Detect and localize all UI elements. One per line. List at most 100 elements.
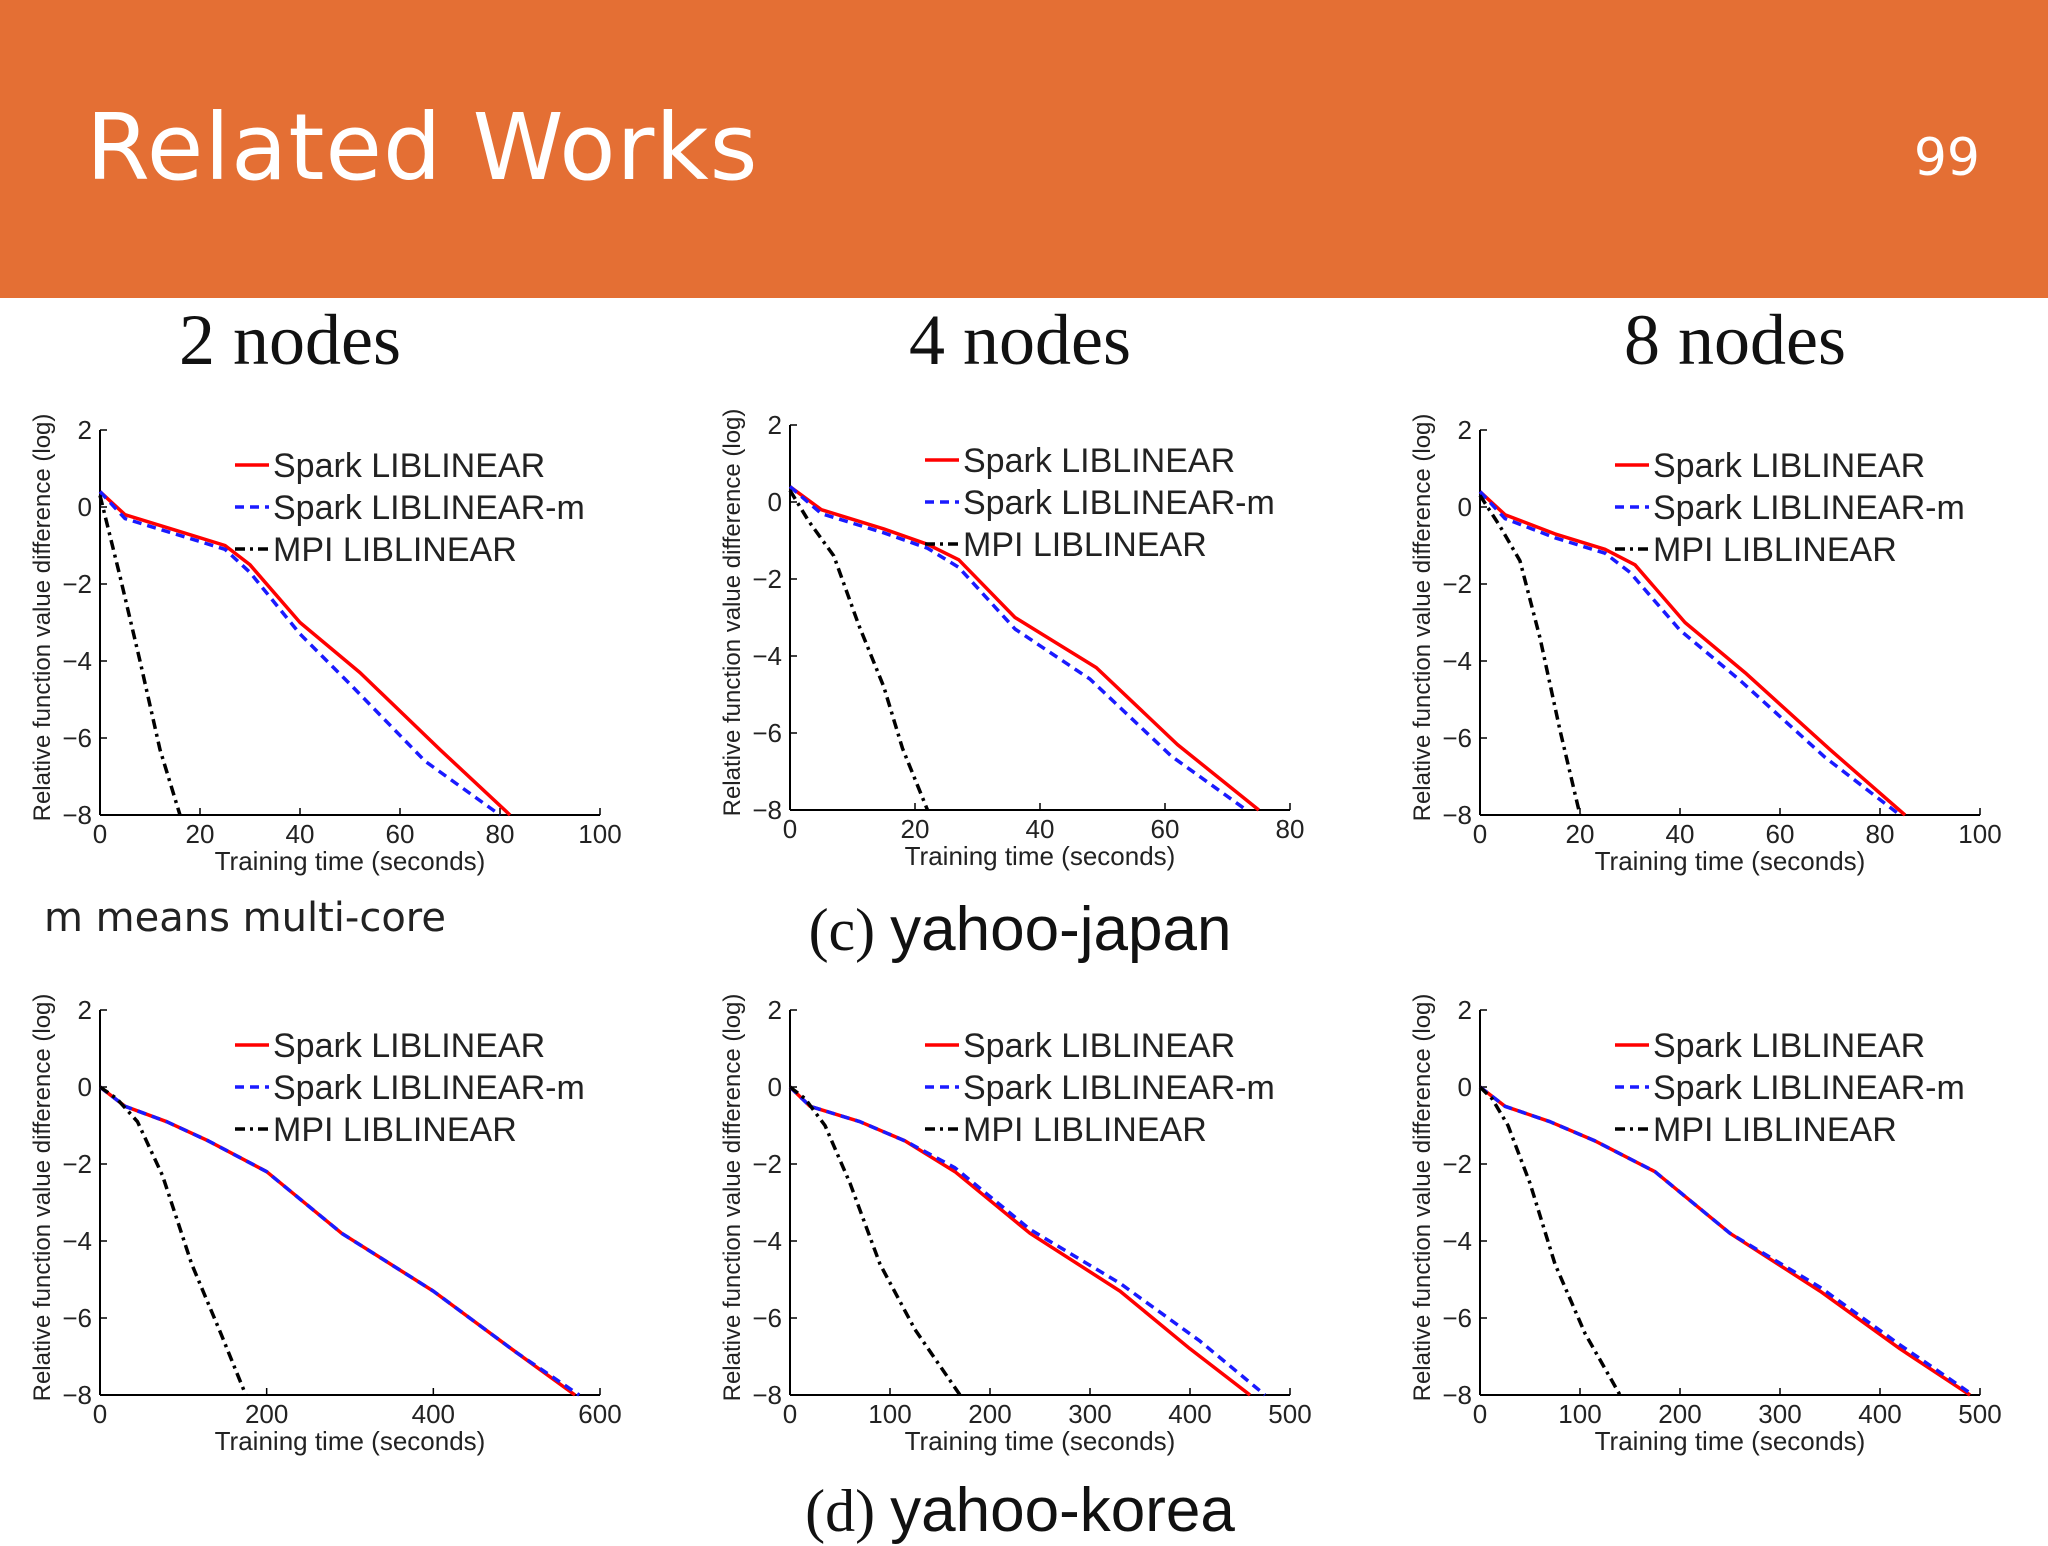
chart-yahoo-korea-8-nodes: 0 100 200 300 400 500 −8 −6 −4 −2 0 2 Training time … (1409, 994, 2002, 1456)
caption-label: (c) (808, 897, 876, 963)
legend-label: Spark LIBLINEAR (273, 447, 545, 485)
x-tick-label: 60 (386, 819, 415, 849)
series-line-3 (788, 1085, 962, 1396)
y-tick-label: −6 (62, 723, 92, 753)
x-tick-label: 100 (1958, 819, 2001, 849)
legend-label: Spark LIBLINEAR (1653, 1027, 1925, 1065)
x-axis-label: Training time (seconds) (905, 841, 1176, 871)
y-tick-label: −8 (752, 1380, 782, 1410)
series-line-3 (98, 494, 182, 816)
x-tick-label: 200 (968, 1399, 1011, 1429)
title-bar: Related Works 99 (0, 0, 2048, 298)
x-tick-label: 0 (93, 819, 107, 849)
y-tick-label: −6 (1442, 723, 1472, 753)
y-axis-label: Relative function value difference (log) (719, 994, 746, 1402)
y-axis-label: Relative function value difference (log) (719, 409, 746, 817)
x-tick-label: 0 (783, 1399, 797, 1429)
y-tick-label: −4 (752, 641, 782, 671)
x-axis-label: Training time (seconds) (215, 846, 486, 876)
column-title-8-nodes: 8 nodes (1624, 300, 1846, 380)
legend-label: Spark LIBLINEAR-m (963, 1069, 1275, 1107)
x-tick-label: 400 (1858, 1399, 1901, 1429)
x-axis-label: Training time (seconds) (905, 1426, 1176, 1456)
y-tick-label: 0 (768, 487, 782, 517)
y-axis-label: Relative function value difference (log) (1409, 994, 1436, 1402)
y-tick-label: −6 (62, 1303, 92, 1333)
y-tick-label: −8 (1442, 1380, 1472, 1410)
x-tick-label: 300 (1068, 1399, 1111, 1429)
y-tick-label: −2 (62, 569, 92, 599)
series-line-2 (788, 1085, 1267, 1397)
y-tick-label: −6 (1442, 1303, 1472, 1333)
caption-dataset-name: yahoo-japan (890, 895, 1232, 964)
y-axis-label: Relative function value difference (log) (29, 414, 56, 822)
legend-label: Spark LIBLINEAR (1653, 447, 1925, 485)
series-line-3 (1478, 1085, 1622, 1396)
series-line-3 (788, 489, 930, 811)
x-tick-label: 40 (286, 819, 315, 849)
y-tick-label: −6 (752, 718, 782, 748)
x-axis-label: Training time (seconds) (215, 1426, 486, 1456)
legend-label: Spark LIBLINEAR (963, 442, 1235, 480)
series-line-2 (98, 490, 502, 817)
legend-label: MPI LIBLINEAR (963, 526, 1207, 564)
y-tick-label: −8 (1442, 800, 1472, 830)
x-axis-label: Training time (seconds) (1595, 1426, 1866, 1456)
x-tick-label: 60 (1151, 814, 1180, 844)
legend-label: Spark LIBLINEAR-m (273, 1069, 585, 1107)
y-tick-label: −2 (752, 1149, 782, 1179)
slide-title: Related Works (86, 94, 759, 201)
x-tick-label: 80 (1276, 814, 1305, 844)
legend-label: Spark LIBLINEAR-m (963, 484, 1275, 522)
y-tick-label: 2 (768, 995, 782, 1025)
y-tick-label: −4 (752, 1226, 782, 1256)
x-tick-label: 100 (578, 819, 621, 849)
series-line-2 (98, 1085, 581, 1397)
legend-label: Spark LIBLINEAR-m (273, 489, 585, 527)
legend-label: MPI LIBLINEAR (1653, 531, 1897, 569)
legend-label: Spark LIBLINEAR-m (1653, 489, 1965, 527)
chart-yahoo-korea-4-nodes: 0 100 200 300 400 500 −8 −6 −4 −2 0 2 Training time … (719, 994, 1312, 1456)
y-tick-label: −6 (752, 1303, 782, 1333)
column-title-4-nodes: 4 nodes (909, 300, 1131, 380)
caption-label: (d) (805, 1478, 876, 1544)
y-tick-label: −2 (62, 1149, 92, 1179)
x-tick-label: 200 (1658, 1399, 1701, 1429)
x-tick-label: 500 (1958, 1399, 2001, 1429)
y-tick-label: 0 (768, 1072, 782, 1102)
column-title-2-nodes: 2 nodes (179, 300, 401, 380)
legend-label: MPI LIBLINEAR (273, 531, 517, 569)
x-tick-label: 40 (1026, 814, 1055, 844)
y-tick-label: 0 (78, 1072, 92, 1102)
chart-yahoo-japan-4-nodes: 0 20 40 60 80 −8 −6 −4 −2 0 2 Training time (second… (719, 409, 1305, 871)
series-line-3 (1478, 494, 1582, 816)
legend-label: MPI LIBLINEAR (1653, 1111, 1897, 1149)
page-number: 99 (1913, 128, 1980, 188)
x-tick-label: 500 (1268, 1399, 1311, 1429)
series-line-2 (1478, 490, 1902, 817)
x-tick-label: 0 (1473, 1399, 1487, 1429)
y-tick-label: −8 (62, 800, 92, 830)
x-tick-label: 0 (93, 1399, 107, 1429)
x-tick-label: 300 (1758, 1399, 1801, 1429)
series-line-1 (1478, 490, 1907, 817)
legend-label: Spark LIBLINEAR-m (1653, 1069, 1965, 1107)
x-tick-label: 600 (578, 1399, 621, 1429)
legend-label: MPI LIBLINEAR (963, 1111, 1207, 1149)
x-tick-label: 20 (1566, 819, 1595, 849)
chart-yahoo-japan-8-nodes: 0 20 40 60 80 100 −8 −6 −4 −2 0 2 Training time (sec… (1409, 414, 2002, 876)
y-tick-label: −8 (752, 795, 782, 825)
x-tick-label: 80 (1866, 819, 1895, 849)
caption-dataset-name: yahoo-korea (890, 1476, 1235, 1545)
series-line-2 (1478, 1085, 1974, 1397)
y-tick-label: 2 (78, 995, 92, 1025)
x-tick-label: 100 (1558, 1399, 1601, 1429)
y-tick-label: 2 (1458, 415, 1472, 445)
legend-label: Spark LIBLINEAR (273, 1027, 545, 1065)
series-line-2 (788, 485, 1248, 812)
x-tick-label: 400 (1168, 1399, 1211, 1429)
y-tick-label: −8 (62, 1380, 92, 1410)
chart-yahoo-korea-2-nodes: 0 200 400 600 −8 −6 −4 −2 0 2 Training time (secon… (29, 994, 622, 1456)
y-tick-label: 2 (78, 415, 92, 445)
y-tick-label: −4 (62, 1226, 92, 1256)
